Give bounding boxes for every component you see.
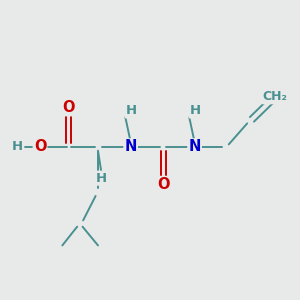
Text: O: O xyxy=(157,177,170,192)
Text: H: H xyxy=(190,104,201,117)
Text: CH₂: CH₂ xyxy=(262,90,287,103)
Text: O: O xyxy=(34,140,46,154)
Text: N: N xyxy=(188,140,201,154)
Text: O: O xyxy=(62,100,74,115)
Text: H: H xyxy=(126,104,137,117)
Text: H: H xyxy=(12,140,23,153)
Text: H: H xyxy=(95,172,106,185)
Text: N: N xyxy=(124,140,137,154)
